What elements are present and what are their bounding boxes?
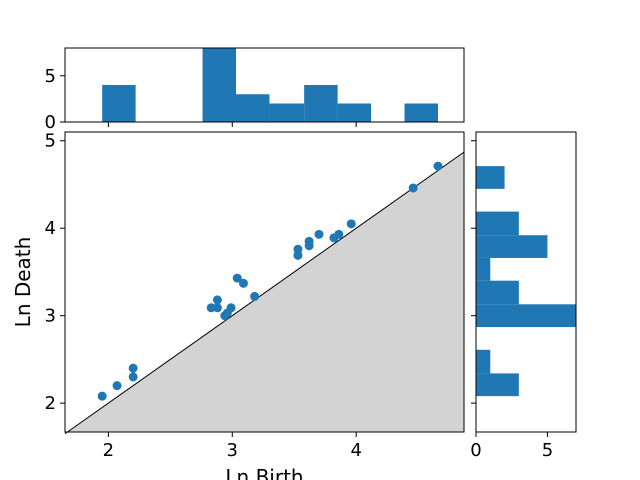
- scatter-point-21: [408, 183, 418, 193]
- y-axis-ticks: 2 3 4 5: [45, 131, 65, 414]
- scatter-point-11: [238, 278, 248, 288]
- right-histogram-bar-5: [476, 257, 491, 281]
- scatter-point-5: [212, 303, 222, 313]
- diagonal-line: [64, 151, 465, 435]
- right-x-tick-label: 5: [542, 440, 553, 461]
- scatter-point-6: [212, 295, 222, 305]
- scatter-point-3: [128, 363, 138, 373]
- right-histogram-bar-1: [476, 349, 491, 374]
- right-histogram-bar-0: [476, 373, 519, 397]
- top-y-tick-label: 5: [45, 66, 56, 87]
- below-diagonal-shading: [65, 152, 464, 434]
- right-histogram-bar-6: [476, 235, 548, 258]
- top-histogram-bar-5: [269, 103, 305, 122]
- scatter-point-0: [97, 391, 107, 401]
- x-tick-label: 2: [103, 440, 114, 461]
- scatter-point-1: [112, 381, 122, 391]
- x-axis-label: Ln Birth: [225, 465, 303, 480]
- scatter-panel: 2 3 4 2 3 4 5 Ln Birth Ln Death: [11, 131, 465, 480]
- scatter-point-14: [293, 244, 303, 254]
- right-histogram-bar-3: [476, 304, 576, 328]
- top-histogram-bars: [102, 48, 438, 122]
- scatter-point-17: [314, 229, 324, 239]
- right-histogram-bars: [476, 166, 576, 397]
- right-histogram-bar-4: [476, 280, 519, 305]
- scatter-point-16: [304, 236, 314, 246]
- x-tick-label: 3: [227, 440, 238, 461]
- scatter-points: [97, 161, 443, 401]
- top-histogram-bar-6: [304, 85, 338, 122]
- top-histogram: 05: [45, 47, 465, 133]
- top-histogram-bar-3: [202, 48, 236, 122]
- x-axis-ticks: 2 3 4: [103, 432, 362, 461]
- y-axis-label: Ln Death: [11, 237, 35, 328]
- top-histogram-bar-0: [102, 85, 136, 122]
- scatter-point-10: [232, 273, 242, 283]
- top-histogram-ticks: 05: [45, 66, 357, 133]
- scatter-point-2: [128, 372, 138, 382]
- top-histogram-bar-7: [337, 103, 372, 122]
- scatter-plot-frame: [64, 131, 465, 433]
- scatter-point-12: [250, 291, 260, 301]
- scatter-point-4: [206, 303, 216, 313]
- scatter-point-9: [226, 303, 236, 313]
- top-y-tick-label: 0: [45, 112, 56, 133]
- scatter-point-19: [334, 229, 344, 239]
- right-histogram-bar-9: [476, 166, 505, 189]
- right-histogram-frame: [475, 131, 577, 433]
- y-tick-label: 5: [45, 131, 56, 152]
- right-x-tick-label: 0: [470, 440, 481, 461]
- top-histogram-bar-9: [404, 103, 438, 122]
- y-tick-label: 4: [45, 218, 56, 239]
- x-tick-label: 4: [350, 440, 361, 461]
- y-tick-label: 2: [45, 393, 56, 414]
- top-histogram-frame: [64, 47, 465, 123]
- scatter-point-22: [433, 161, 443, 171]
- top-histogram-bar-4: [236, 94, 270, 122]
- scatter-point-20: [346, 219, 356, 229]
- y-tick-label: 3: [45, 306, 56, 327]
- right-histogram-bar-7: [476, 211, 519, 236]
